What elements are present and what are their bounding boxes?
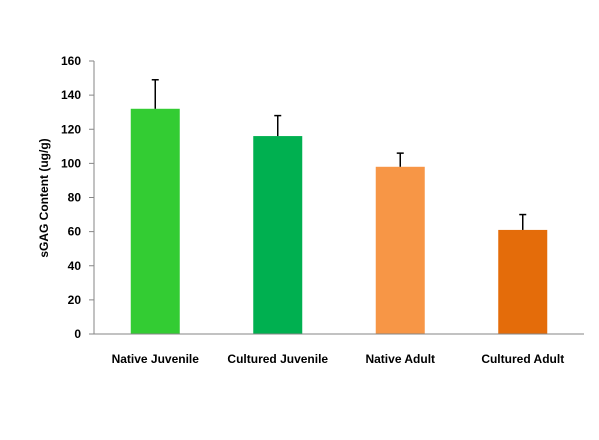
y-tick-label: 0 [74, 327, 81, 341]
x-category-label: Native Juvenile [112, 352, 200, 366]
bar [498, 229, 548, 334]
x-category-label: Cultured Juvenile [227, 352, 328, 366]
x-axis-labels: Native Juvenile Cultured Juvenile Native A… [112, 352, 565, 366]
bar [130, 108, 180, 335]
y-tick-label: 100 [61, 156, 81, 170]
y-tick-label: 20 [68, 293, 82, 307]
x-category-label: Cultured Adult [481, 352, 564, 366]
y-tick-label: 80 [68, 191, 82, 205]
y-tick-label: 140 [61, 88, 81, 102]
error-bars [151, 79, 527, 230]
y-axis-title: sGAG Content (ug/g) [37, 138, 51, 257]
bar [253, 136, 303, 334]
y-tick-label: 120 [61, 122, 81, 136]
bars [130, 108, 548, 335]
x-category-label: Native Adult [365, 352, 435, 366]
y-tick-label: 40 [68, 259, 82, 273]
y-axis-ticks: 0 20 40 60 80 100 120 140 160 [61, 54, 94, 341]
bar [375, 166, 425, 334]
y-tick-label: 60 [68, 225, 82, 239]
y-tick-label: 160 [61, 54, 81, 68]
